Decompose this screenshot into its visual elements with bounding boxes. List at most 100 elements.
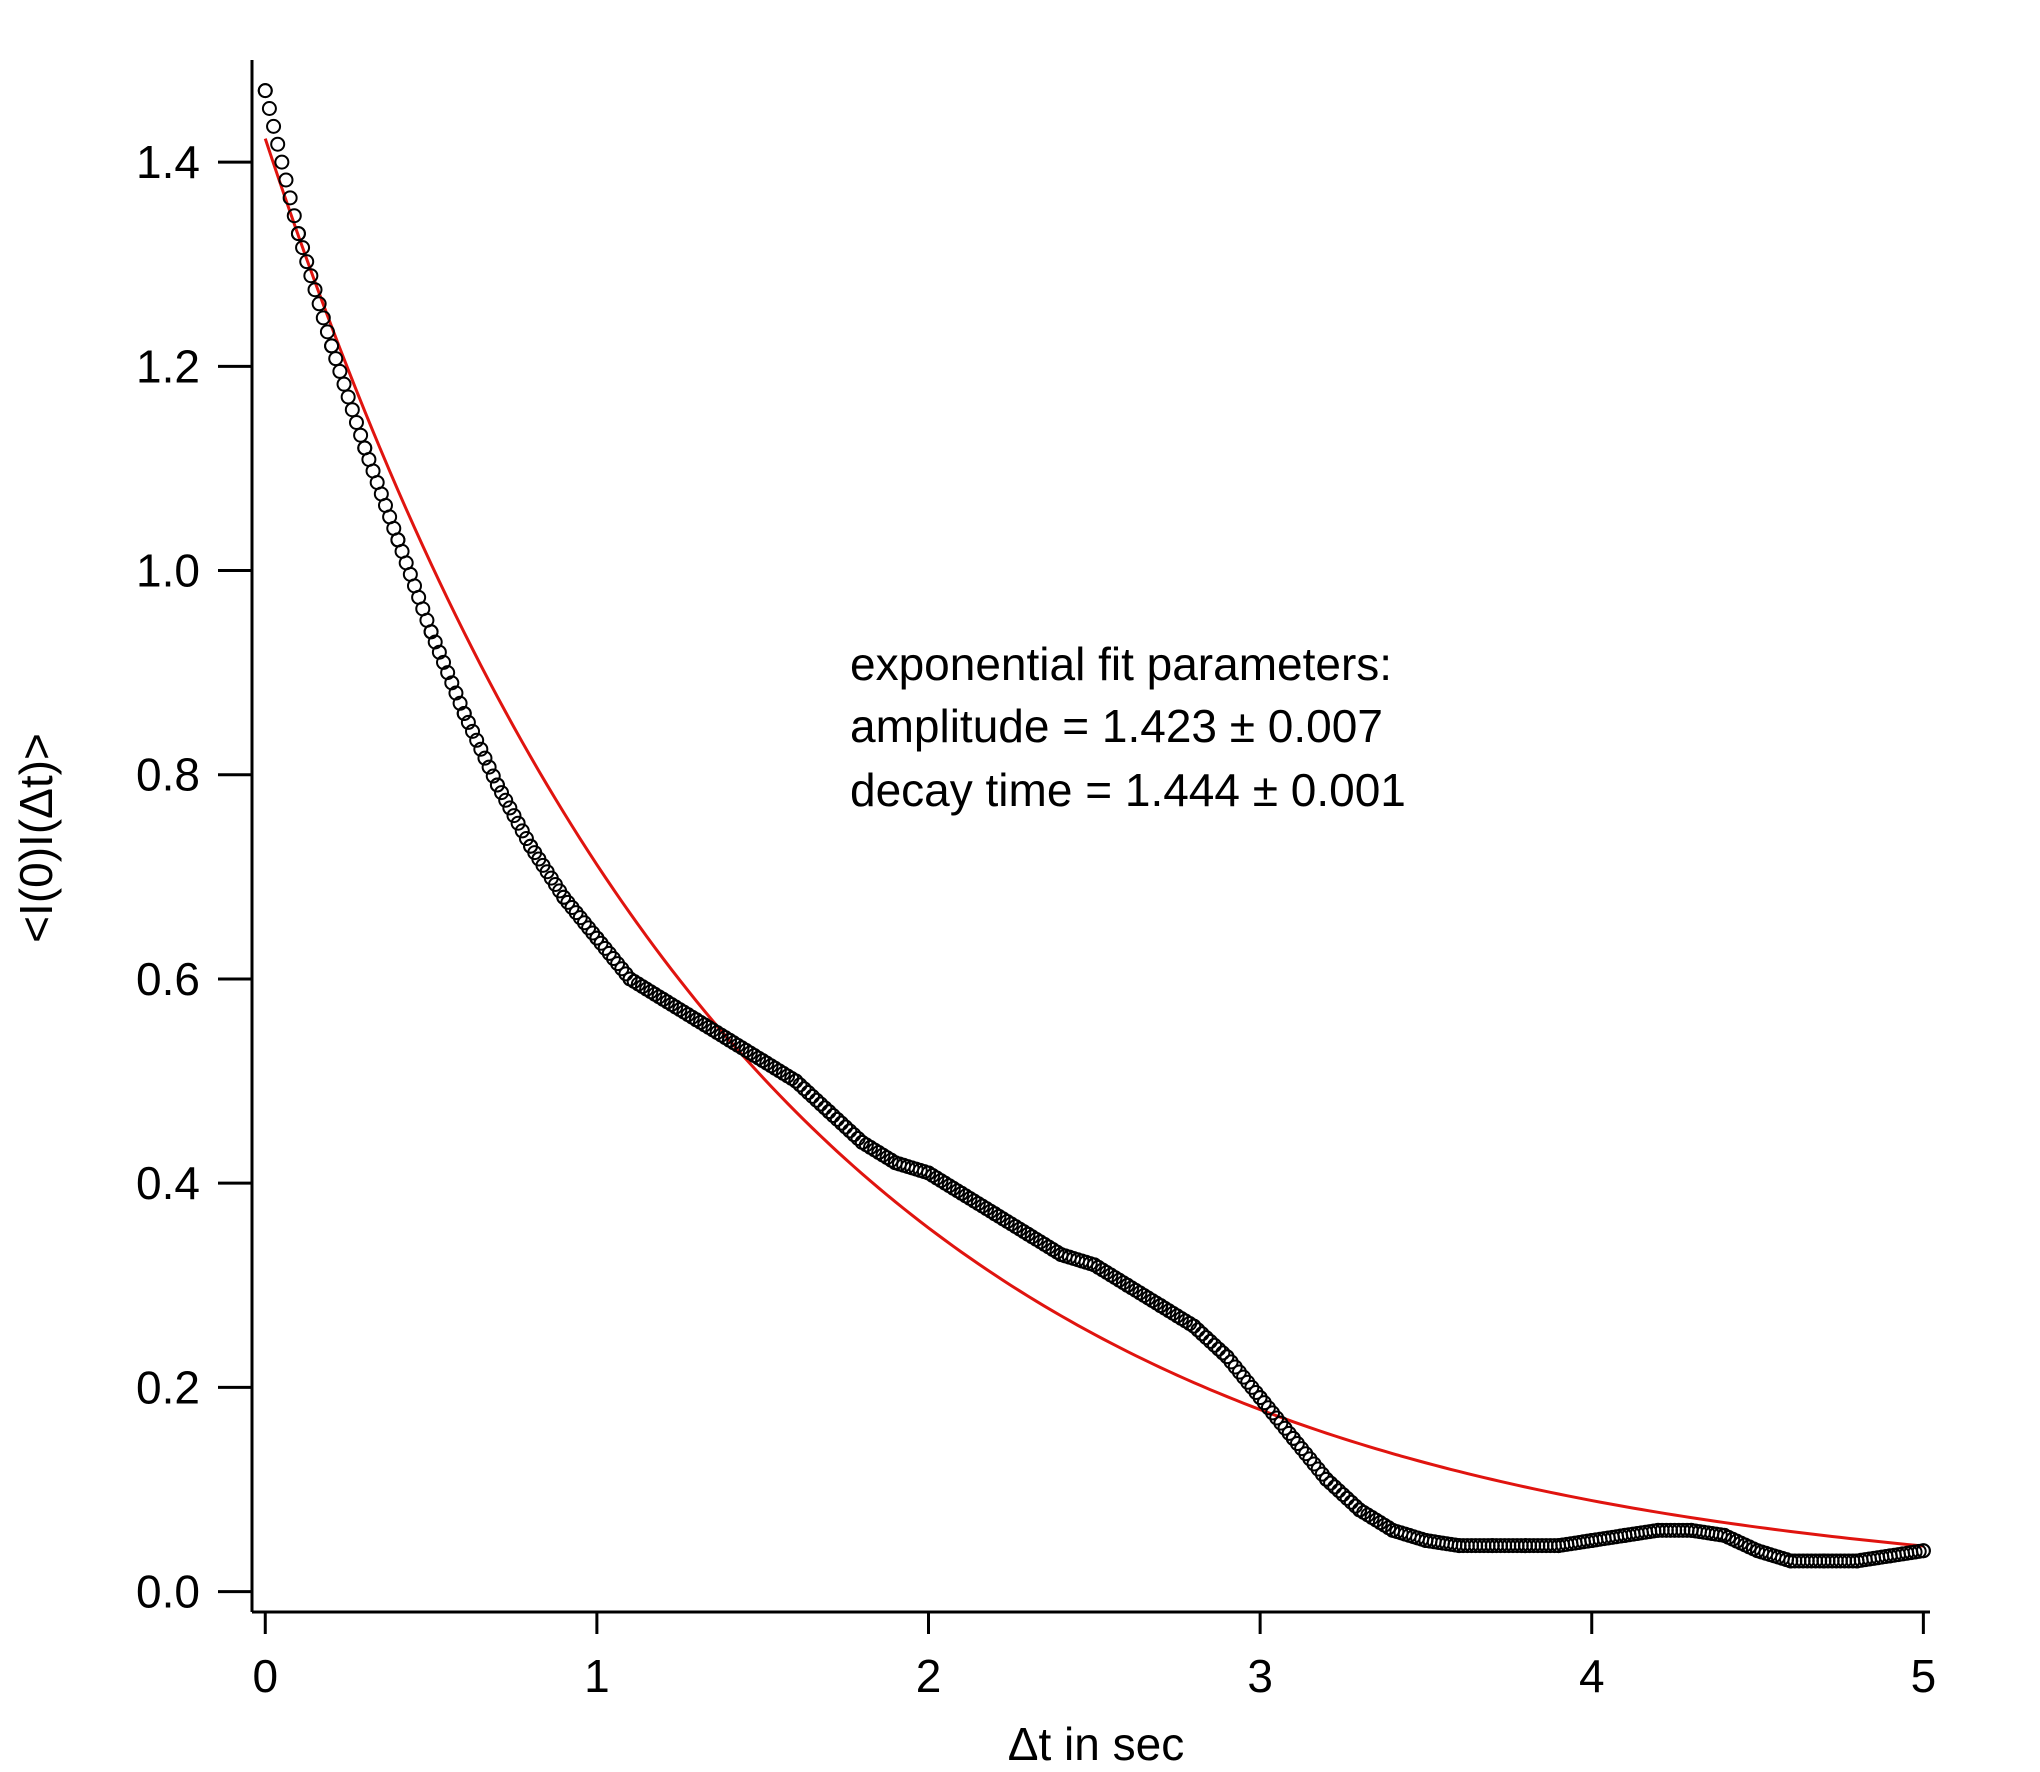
- y-tick-label: 0.4: [136, 1157, 200, 1209]
- data-trace-marker: [344, 402, 360, 418]
- data-point: [954, 1185, 970, 1201]
- data-point: [1716, 1527, 1732, 1543]
- y-tick-label: 0.2: [136, 1361, 200, 1413]
- data-point: [1849, 1553, 1865, 1569]
- data-point: [290, 226, 306, 242]
- data-trace-marker: [800, 1085, 816, 1101]
- data-trace-marker: [332, 363, 348, 379]
- data-point: [589, 930, 605, 946]
- data-point: [1020, 1226, 1036, 1242]
- axes-layer: [250, 60, 1930, 1614]
- data-trace-marker: [266, 118, 282, 134]
- x-tick-label: 4: [1579, 1650, 1605, 1702]
- data-trace-marker: [295, 240, 311, 256]
- data-trace-marker: [473, 741, 489, 757]
- x-tick-label: 1: [584, 1650, 610, 1702]
- data-point: [987, 1206, 1003, 1222]
- data-point: [357, 440, 373, 456]
- data-trace-marker: [299, 254, 315, 270]
- data-point: [1318, 1471, 1334, 1487]
- data-point: [1816, 1553, 1832, 1569]
- data-points-layer: [257, 83, 1931, 1569]
- data-point: [257, 83, 273, 99]
- data-trace-marker: [804, 1088, 820, 1104]
- data-trace-marker: [1198, 1330, 1214, 1346]
- data-trace-marker: [833, 1115, 849, 1131]
- data-point: [456, 705, 472, 721]
- data-point: [887, 1155, 903, 1171]
- y-tick-label: 1.4: [136, 136, 200, 188]
- data-trace-marker: [1323, 1475, 1339, 1491]
- data-point: [1451, 1538, 1467, 1554]
- x-tick-label: 0: [252, 1650, 278, 1702]
- data-trace-marker: [261, 101, 277, 116]
- data-point: [523, 838, 539, 854]
- data-trace-marker: [1331, 1483, 1347, 1499]
- data-point: [1551, 1538, 1567, 1554]
- data-point: [1683, 1522, 1699, 1538]
- data-point: [1352, 1502, 1368, 1518]
- data-trace-marker: [348, 414, 364, 430]
- data-trace-marker: [307, 282, 323, 298]
- data-trace-marker: [481, 759, 497, 775]
- data-point: [1915, 1543, 1931, 1559]
- data-trace-marker: [813, 1096, 829, 1112]
- data-trace-marker: [465, 723, 481, 739]
- data-trace-marker: [502, 800, 518, 816]
- data-point: [921, 1165, 937, 1181]
- data-trace-marker: [510, 815, 526, 831]
- y-tick-label: 0.6: [136, 953, 200, 1005]
- data-trace-marker: [846, 1127, 862, 1143]
- data-trace-marker: [498, 792, 514, 808]
- data-trace-marker: [303, 268, 319, 284]
- y-axis-title: <I(0)I(Δt)>: [10, 733, 62, 943]
- data-trace-marker: [1335, 1487, 1351, 1503]
- data-trace-marker: [838, 1119, 854, 1135]
- data-point: [821, 1104, 837, 1120]
- fit-annotation-heading: exponential fit parameters:: [850, 638, 1392, 690]
- data-trace-marker: [469, 732, 485, 748]
- data-point: [1484, 1538, 1500, 1554]
- data-trace-marker: [485, 768, 501, 784]
- data-point: [1186, 1318, 1202, 1334]
- data-trace-marker: [1215, 1345, 1231, 1361]
- data-trace-marker: [1327, 1479, 1343, 1495]
- data-trace-marker: [1211, 1341, 1227, 1357]
- y-tick-label: 0.0: [136, 1566, 200, 1618]
- data-point: [1650, 1522, 1666, 1538]
- fit-layer: [263, 138, 1924, 1548]
- data-trace-marker: [319, 324, 335, 340]
- data-trace-marker: [286, 208, 302, 224]
- x-tick-label: 2: [916, 1650, 942, 1702]
- data-point: [1086, 1257, 1102, 1273]
- data-trace-marker: [1343, 1494, 1359, 1510]
- data-trace-marker: [817, 1100, 833, 1116]
- data-point: [1119, 1277, 1135, 1293]
- data-point: [722, 1032, 738, 1048]
- data-trace-marker: [336, 376, 352, 392]
- data-trace-marker: [842, 1123, 858, 1139]
- data-trace-marker: [1194, 1326, 1210, 1342]
- data-point: [1053, 1247, 1069, 1263]
- data-point: [1517, 1538, 1533, 1554]
- data-trace-marker: [829, 1111, 845, 1127]
- data-trace-marker: [311, 296, 327, 312]
- data-point: [755, 1053, 771, 1069]
- data-trace-marker: [477, 750, 493, 766]
- x-tick-label: 5: [1911, 1650, 1937, 1702]
- dense-marker-trace: [257, 83, 1931, 1569]
- data-trace-marker: [315, 310, 331, 326]
- data-point: [556, 889, 572, 905]
- data-trace-marker: [514, 823, 530, 839]
- fit-annotation-amplitude: amplitude = 1.423 ± 0.007: [850, 700, 1383, 752]
- data-point: [1219, 1349, 1235, 1365]
- data-trace-marker: [825, 1108, 841, 1124]
- data-trace-marker: [1339, 1490, 1355, 1506]
- data-trace-marker: [1207, 1337, 1223, 1353]
- y-tick-label: 1.2: [136, 340, 200, 392]
- data-point: [1750, 1543, 1766, 1559]
- y-tick-label: 1.0: [136, 545, 200, 597]
- data-point: [390, 532, 406, 548]
- data-point: [489, 777, 505, 793]
